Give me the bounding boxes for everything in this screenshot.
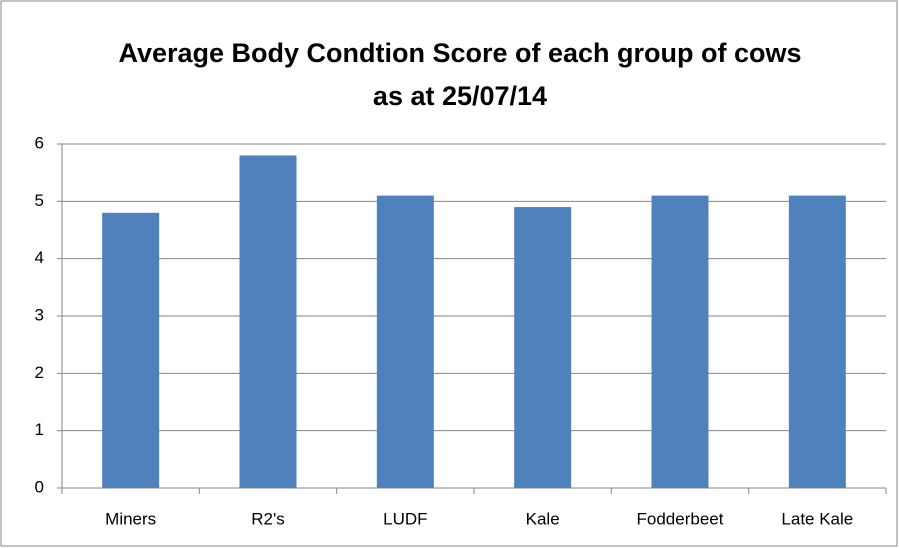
bar xyxy=(514,207,572,489)
y-tick-label: 6 xyxy=(35,133,44,152)
y-tick-label: 1 xyxy=(35,420,44,439)
y-tick-label: 3 xyxy=(35,305,44,324)
x-tick-label: LUDF xyxy=(383,509,427,528)
y-tick-label: 0 xyxy=(35,477,44,496)
bar xyxy=(651,195,709,488)
x-tick-label: Kale xyxy=(526,509,560,528)
x-tick-label: Late Kale xyxy=(781,509,853,528)
bar xyxy=(376,195,434,488)
bar xyxy=(239,155,297,488)
bar xyxy=(102,212,160,489)
y-tick-label: 2 xyxy=(35,363,44,382)
bar xyxy=(788,195,846,488)
x-tick-label: R2's xyxy=(251,509,284,528)
y-tick-label: 5 xyxy=(35,191,44,210)
x-tick-label: Fodderbeet xyxy=(637,509,724,528)
x-tick-label: Miners xyxy=(105,509,156,528)
chart-title: Average Body Condtion Score of each grou… xyxy=(118,38,801,111)
y-tick-label: 4 xyxy=(35,248,44,267)
